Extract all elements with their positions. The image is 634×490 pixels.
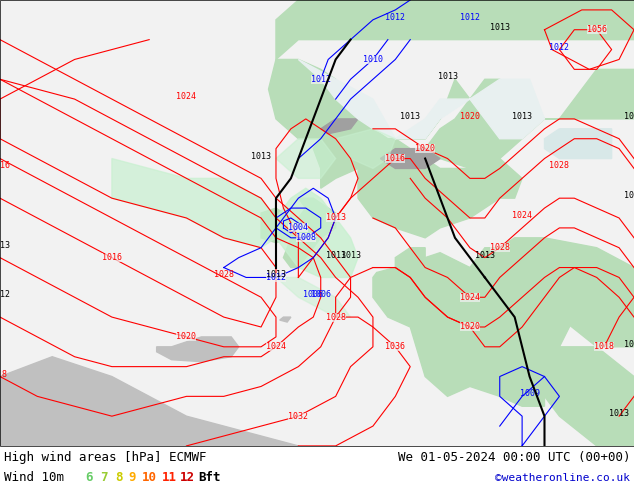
- Text: 1024: 1024: [512, 211, 532, 220]
- Text: 1012: 1012: [0, 290, 10, 299]
- Text: 1013: 1013: [437, 72, 458, 81]
- Text: 1008: 1008: [296, 233, 316, 243]
- Text: 1020: 1020: [415, 144, 435, 153]
- Polygon shape: [380, 148, 440, 169]
- Polygon shape: [500, 238, 634, 347]
- Polygon shape: [522, 268, 574, 376]
- Text: 1012: 1012: [266, 273, 286, 282]
- Text: 1013: 1013: [609, 409, 629, 418]
- Polygon shape: [269, 59, 388, 188]
- Text: 11: 11: [162, 471, 177, 485]
- Text: 1013: 1013: [400, 112, 420, 121]
- Text: 1028: 1028: [214, 270, 234, 279]
- Polygon shape: [276, 139, 335, 178]
- Text: 1013: 1013: [326, 214, 346, 222]
- Polygon shape: [112, 159, 276, 248]
- Text: 1013: 1013: [624, 191, 634, 200]
- Polygon shape: [276, 277, 351, 317]
- Polygon shape: [157, 337, 238, 362]
- Text: 1028: 1028: [550, 161, 569, 171]
- Polygon shape: [522, 347, 634, 446]
- Text: 1013: 1013: [489, 23, 510, 32]
- Polygon shape: [358, 139, 522, 238]
- Polygon shape: [425, 79, 545, 169]
- Text: ©weatheronline.co.uk: ©weatheronline.co.uk: [495, 473, 630, 483]
- Text: 1036: 1036: [385, 343, 405, 351]
- Polygon shape: [373, 253, 545, 406]
- Text: 8: 8: [115, 471, 122, 485]
- Text: 1009: 1009: [520, 390, 540, 398]
- Text: 7: 7: [100, 471, 108, 485]
- Text: 1020: 1020: [460, 112, 480, 121]
- Text: 1012: 1012: [550, 43, 569, 51]
- Text: 1024: 1024: [460, 293, 480, 302]
- Text: 1010: 1010: [363, 55, 383, 64]
- Text: 1012: 1012: [385, 13, 405, 22]
- Text: 1012: 1012: [311, 75, 331, 84]
- Polygon shape: [299, 59, 545, 139]
- Polygon shape: [470, 248, 559, 396]
- Polygon shape: [276, 0, 634, 59]
- Polygon shape: [396, 248, 425, 272]
- Text: 1013: 1013: [340, 250, 361, 260]
- Text: 018: 018: [0, 369, 8, 379]
- Polygon shape: [261, 208, 291, 243]
- Polygon shape: [280, 317, 291, 322]
- Polygon shape: [545, 70, 634, 119]
- Polygon shape: [388, 79, 470, 139]
- Text: We 01-05-2024 00:00 UTC (00+00): We 01-05-2024 00:00 UTC (00+00): [398, 451, 630, 465]
- Polygon shape: [283, 198, 335, 268]
- Text: 1032: 1032: [288, 412, 308, 421]
- Text: 1018: 1018: [594, 343, 614, 351]
- Text: Bft: Bft: [198, 471, 221, 485]
- Text: 1020: 1020: [176, 332, 197, 342]
- Polygon shape: [545, 129, 612, 159]
- Text: 6: 6: [85, 471, 93, 485]
- Text: 1024: 1024: [266, 343, 286, 351]
- Text: High wind areas [hPa] ECMWF: High wind areas [hPa] ECMWF: [4, 451, 207, 465]
- Polygon shape: [276, 188, 358, 277]
- Text: 10: 10: [142, 471, 157, 485]
- Text: 1006: 1006: [303, 290, 323, 299]
- Text: 1013: 1013: [326, 250, 346, 260]
- Polygon shape: [321, 119, 358, 134]
- Text: 1020: 1020: [460, 322, 480, 332]
- Text: 1028: 1028: [326, 313, 346, 321]
- Polygon shape: [0, 357, 299, 446]
- Polygon shape: [335, 129, 396, 169]
- Text: 1028: 1028: [489, 243, 510, 252]
- Text: Wind 10m: Wind 10m: [4, 471, 64, 485]
- Polygon shape: [0, 0, 634, 446]
- Text: 1013: 1013: [624, 340, 634, 349]
- Text: 1013: 1013: [512, 112, 532, 121]
- Text: 1013: 1013: [0, 241, 10, 250]
- Text: 1006: 1006: [311, 290, 331, 299]
- Text: 12: 12: [180, 471, 195, 485]
- Text: 1016: 1016: [102, 253, 122, 262]
- Text: 1012: 1012: [460, 13, 480, 22]
- Text: 1004: 1004: [288, 223, 308, 232]
- Text: 1012: 1012: [624, 112, 634, 121]
- Text: 1024: 1024: [176, 92, 197, 101]
- Text: 1013: 1013: [475, 250, 495, 260]
- Text: 1016: 1016: [0, 161, 10, 171]
- Text: 9: 9: [128, 471, 136, 485]
- Text: 1013: 1013: [251, 151, 271, 161]
- Text: 1056: 1056: [586, 25, 607, 34]
- Text: 1016: 1016: [385, 154, 405, 163]
- Text: 1013: 1013: [266, 270, 286, 279]
